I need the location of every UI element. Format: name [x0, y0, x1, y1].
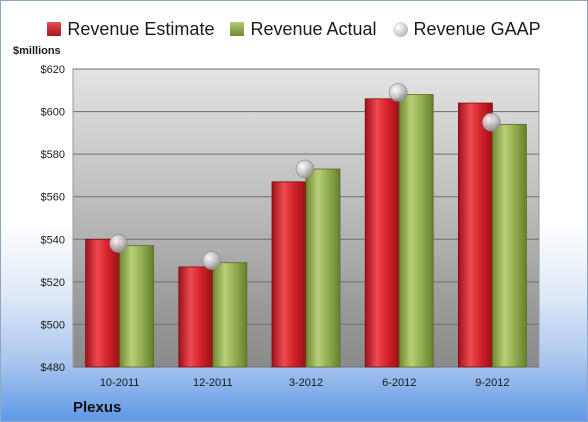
- legend-item-estimate: Revenue Estimate: [47, 19, 214, 40]
- x-tick-label: 3-2012: [289, 377, 323, 389]
- legend-label-actual: Revenue Actual: [250, 18, 377, 39]
- marker-revenue-gaap: [295, 159, 315, 179]
- x-axis-ticks: 10-2011 12-2011 3-2012 6-2012 9-2012: [100, 377, 510, 389]
- bar-revenue-estimate: [271, 181, 307, 368]
- y-tick-label: $580: [41, 149, 65, 161]
- company-name: Plexus: [73, 399, 122, 416]
- y-axis-unit-label: $millions: [13, 45, 61, 57]
- y-tick-label: $520: [41, 277, 65, 289]
- legend-swatch-estimate: [47, 22, 62, 36]
- marker-revenue-gaap: [388, 83, 408, 102]
- y-tick-label: $620: [41, 64, 65, 76]
- legend-swatch-gaap: [392, 21, 408, 37]
- y-tick-label: $500: [41, 319, 65, 331]
- x-tick-label: 10-2011: [100, 377, 140, 389]
- bar-revenue-estimate: [178, 266, 214, 368]
- bar-revenue-estimate: [457, 102, 493, 368]
- marker-revenue-gaap: [202, 251, 222, 270]
- y-tick-label: $540: [41, 234, 65, 246]
- y-axis-ticks: $480 $500 $520 $540 $560 $580 $600 $620: [41, 64, 65, 374]
- legend-swatch-actual: [230, 22, 245, 36]
- x-tick-label: 6-2012: [382, 377, 416, 389]
- y-tick-label: $560: [41, 192, 65, 204]
- gaap-markers: [109, 83, 501, 270]
- chart-legend: Revenue Estimate Revenue Actual Revenue …: [1, 18, 587, 40]
- bar-revenue-actual: [212, 262, 248, 368]
- bar-revenue-actual: [398, 94, 434, 368]
- legend-label-gaap: Revenue GAAP: [413, 18, 541, 39]
- x-tick-label: 12-2011: [193, 377, 233, 389]
- legend-label-estimate: Revenue Estimate: [67, 18, 215, 39]
- marker-revenue-gaap: [482, 112, 501, 132]
- y-tick-label: $600: [41, 107, 65, 119]
- marker-revenue-gaap: [109, 234, 128, 253]
- bar-revenue-estimate: [364, 98, 400, 368]
- bar-revenue-actual: [305, 168, 341, 368]
- bar-revenue-actual: [491, 123, 527, 368]
- bar-revenue-actual: [119, 245, 154, 368]
- y-tick-label: $480: [41, 362, 65, 374]
- bar-group: [85, 94, 527, 368]
- x-tick-label: 9-2012: [475, 377, 509, 389]
- legend-item-actual: Revenue Actual: [230, 18, 377, 40]
- legend-item-gaap: Revenue GAAP: [392, 18, 541, 40]
- bar-revenue-estimate: [85, 238, 120, 368]
